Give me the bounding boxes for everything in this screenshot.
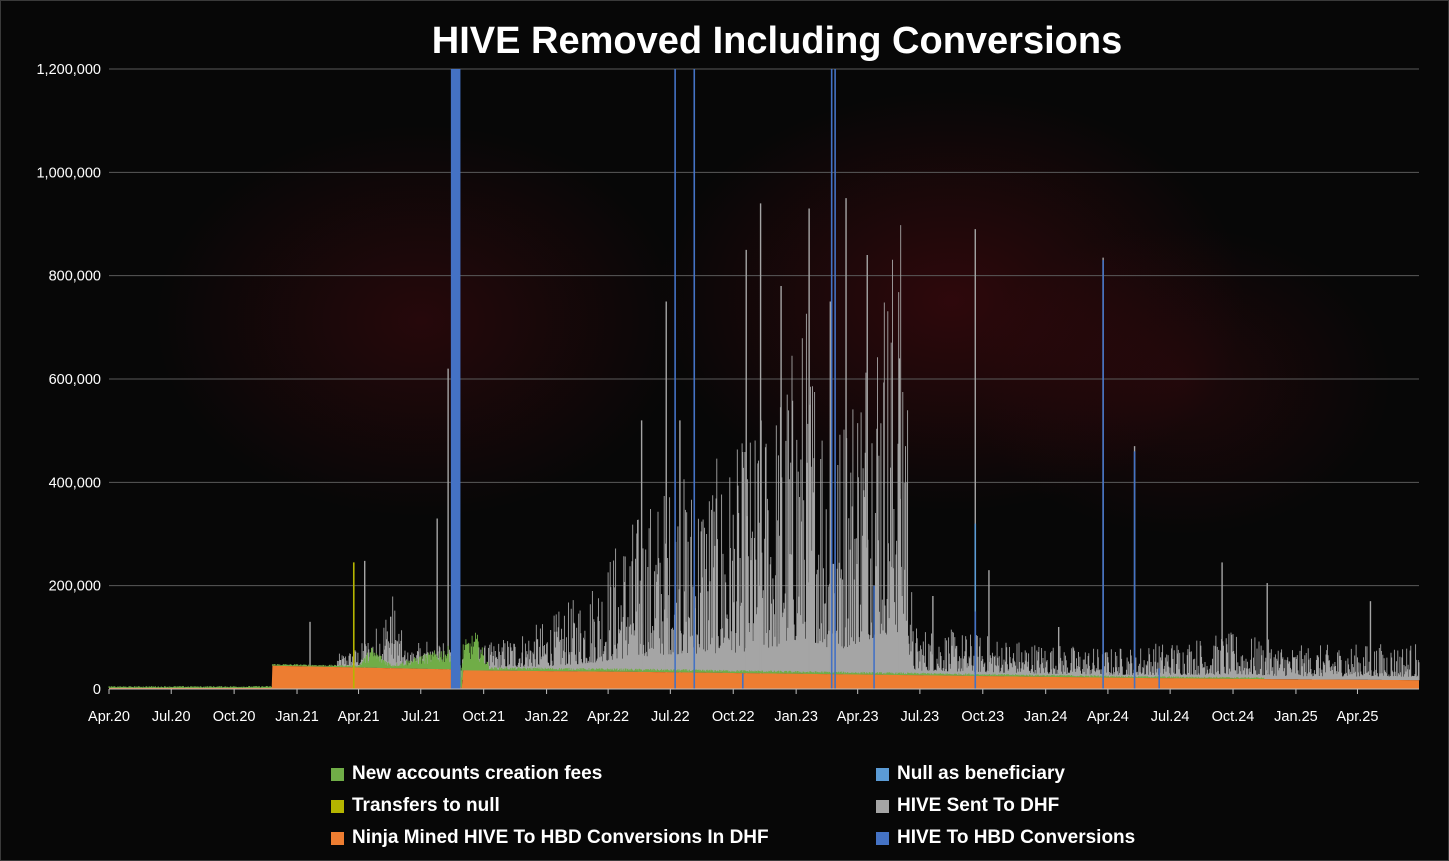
x-tick-label: Jan.25 — [1274, 709, 1318, 725]
gridlines — [109, 68, 1419, 587]
legend-swatch — [331, 799, 344, 813]
y-tick-label: 1,000,000 — [36, 165, 101, 181]
legend-item-ninja-mined: Ninja Mined HIVE To HBD Conversions In D… — [331, 827, 769, 849]
legend-swatch — [331, 767, 344, 781]
legend-item-hive-hbd: HIVE To HBD Conversions — [876, 827, 1135, 849]
x-tick-label: Jul.23 — [901, 709, 940, 725]
y-tick-label: 0 — [93, 682, 101, 698]
x-tick-label: Jul.20 — [152, 709, 191, 725]
x-tick-label: Apr.22 — [587, 709, 629, 725]
y-tick-label: 200,000 — [49, 579, 101, 595]
legend-label: Transfers to null — [352, 795, 500, 816]
series-hive-sent-to-dhf — [336, 225, 1420, 689]
series-ninja-mined-conversions — [109, 665, 1419, 689]
legend-label: Ninja Mined HIVE To HBD Conversions In D… — [352, 827, 769, 848]
x-tick-label: Jul.21 — [401, 709, 440, 725]
legend-item-transfers-null: Transfers to null — [331, 795, 500, 817]
legend-label: HIVE To HBD Conversions — [897, 827, 1136, 848]
legend-item-null-beneficiary: Null as beneficiary — [876, 763, 1065, 785]
x-tick-label: Jan.22 — [525, 709, 569, 725]
x-tick-label: Apr.24 — [1087, 709, 1129, 725]
x-tick-label: Oct.20 — [213, 709, 256, 725]
legend-item-new-accounts: New accounts creation fees — [331, 763, 602, 785]
x-tick-label: Jan.23 — [774, 709, 818, 725]
legend-swatch — [876, 831, 889, 845]
legend-label: HIVE Sent To DHF — [897, 795, 1060, 816]
axes: 0 200,000 400,000 600,000 800,000 1,000,000 1,… — [36, 62, 1419, 725]
x-tick-label: Oct.22 — [712, 709, 755, 725]
legend: New accounts creation fees Null as benef… — [331, 759, 1431, 855]
x-tick-label: Apr.25 — [1337, 709, 1379, 725]
legend-swatch — [331, 831, 344, 845]
x-tick-label: Jul.24 — [1151, 709, 1190, 725]
legend-label: Null as beneficiary — [897, 763, 1065, 784]
legend-item-hive-sent-dhf: HIVE Sent To DHF — [876, 795, 1059, 817]
legend-swatch — [876, 799, 889, 813]
series-new-accounts-creation-fees — [108, 632, 1265, 689]
x-tick-label: Jan.24 — [1024, 709, 1068, 725]
x-tick-label: Jul.22 — [651, 709, 690, 725]
chart-title: HIVE Removed Including Conversions — [432, 20, 1122, 62]
y-tick-label: 1,200,000 — [36, 62, 101, 78]
legend-swatch — [876, 767, 889, 781]
x-tick-label: Oct.23 — [961, 709, 1004, 725]
x-tick-label: Apr.20 — [88, 709, 130, 725]
x-tick-label: Jan.21 — [275, 709, 319, 725]
x-tick-label: Oct.21 — [462, 709, 505, 725]
x-tick-label: Oct.24 — [1212, 709, 1255, 725]
legend-label: New accounts creation fees — [352, 763, 603, 784]
x-tick-label: Apr.21 — [338, 709, 380, 725]
block-hive-to-hbd-conversions — [450, 69, 461, 689]
plot-area — [108, 69, 1420, 689]
y-tick-label: 800,000 — [49, 269, 101, 285]
x-tick-label: Apr.23 — [837, 709, 879, 725]
y-tick-label: 400,000 — [49, 475, 101, 491]
y-tick-label: 600,000 — [49, 372, 101, 388]
